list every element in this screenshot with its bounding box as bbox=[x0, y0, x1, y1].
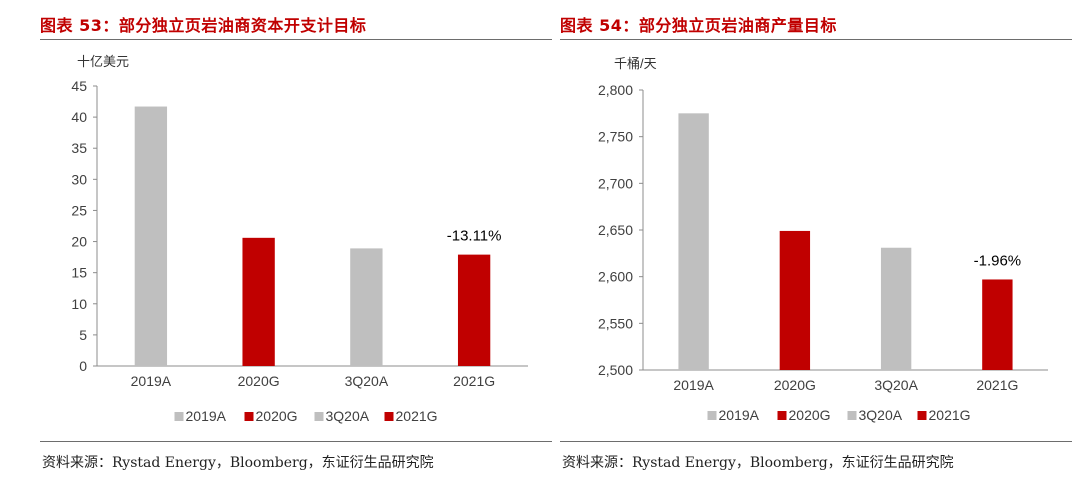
y-tick-label: 2,700 bbox=[598, 175, 633, 191]
bar-2019A bbox=[678, 113, 709, 370]
y-tick-label: 2,650 bbox=[598, 222, 633, 238]
capex-bar-chart: 十亿美元 0 5 10 15 20 25 30 35 40 45 2019A 2020G 3Q20A 202… bbox=[71, 54, 528, 424]
bar-2020G bbox=[242, 237, 275, 366]
title-divider bbox=[560, 39, 1072, 40]
y-tick-label: 2,750 bbox=[598, 129, 633, 145]
legend-swatch bbox=[314, 412, 324, 421]
legend-swatch bbox=[917, 411, 927, 420]
y-tick-label: 20 bbox=[71, 234, 87, 250]
y-tick-label: 2,500 bbox=[598, 362, 633, 378]
y-tick-label: 2,600 bbox=[598, 269, 633, 285]
legend-label: 2020G bbox=[256, 408, 298, 424]
change-annotation: -13.11% bbox=[447, 228, 502, 245]
bar-2020G bbox=[779, 230, 811, 370]
y-tick-label: 10 bbox=[71, 296, 87, 312]
y-tick-label: 5 bbox=[79, 327, 87, 343]
source-divider bbox=[40, 441, 552, 442]
change-annotation: -1.96% bbox=[974, 252, 1022, 269]
legend-label: 2020G bbox=[789, 407, 831, 423]
x-tick-label: 3Q20A bbox=[345, 373, 389, 389]
x-tick-label: 2019A bbox=[673, 377, 714, 393]
y-tick-label: 45 bbox=[71, 78, 87, 94]
y-tick-label: 2,800 bbox=[598, 82, 633, 98]
source-divider bbox=[560, 441, 1072, 442]
source-note: 资料来源：Rystad Energy，Bloomberg，东证衍生品研究院 bbox=[42, 455, 434, 471]
title-divider bbox=[40, 39, 552, 40]
production-bar-chart: 千桶/天 2,500 2,550 2,600 2,650 2,700 2,750 2,800 2… bbox=[598, 56, 1048, 423]
chart-panel-capex: 图表 53：部分独立页岩油商资本开支计目标 十亿美元 0 5 10 15 20 25 30 35… bbox=[40, 0, 552, 493]
legend-label: 2021G bbox=[396, 408, 438, 424]
y-tick-label: 35 bbox=[71, 140, 87, 156]
chart-title: 图表 54：部分独立页岩油商产量目标 bbox=[560, 16, 837, 35]
y-tick-label: 15 bbox=[71, 265, 87, 281]
legend-label: 3Q20A bbox=[326, 408, 370, 424]
x-tick-label: 2020G bbox=[238, 373, 280, 389]
x-tick-label: 3Q20A bbox=[874, 377, 918, 393]
y-tick-label: 2,550 bbox=[598, 315, 633, 331]
bar-2021G bbox=[982, 279, 1013, 370]
y-tick-label: 40 bbox=[71, 109, 87, 125]
legend-swatch bbox=[847, 411, 857, 420]
x-tick-label: 2021G bbox=[453, 373, 495, 389]
legend-swatch bbox=[244, 412, 254, 421]
x-tick-label: 2021G bbox=[976, 377, 1018, 393]
y-tick-label: 0 bbox=[79, 358, 87, 374]
legend-label: 3Q20A bbox=[859, 407, 903, 423]
bar-2021G bbox=[457, 254, 491, 366]
chart-title: 图表 53：部分独立页岩油商资本开支计目标 bbox=[40, 16, 367, 35]
legend-label: 2021G bbox=[929, 407, 971, 423]
legend-swatch bbox=[174, 412, 184, 421]
y-tick-label: 30 bbox=[71, 171, 87, 187]
bar-3Q20A bbox=[350, 248, 383, 366]
x-tick-label: 2020G bbox=[774, 377, 816, 393]
source-note: 资料来源：Rystad Energy，Bloomberg，东证衍生品研究院 bbox=[562, 455, 954, 471]
y-axis-unit-label: 千桶/天 bbox=[614, 56, 657, 71]
legend-swatch bbox=[384, 412, 394, 421]
legend-label: 2019A bbox=[719, 407, 760, 423]
legend-swatch bbox=[707, 411, 717, 420]
y-tick-label: 25 bbox=[71, 202, 87, 218]
legend-label: 2019A bbox=[186, 408, 227, 424]
y-axis-unit-label: 十亿美元 bbox=[77, 54, 129, 69]
bar-2019A bbox=[134, 106, 168, 367]
x-tick-label: 2019A bbox=[131, 373, 172, 389]
bar-3Q20A bbox=[880, 247, 912, 370]
chart-panel-production: 图表 54：部分独立页岩油商产量目标 千桶/天 2,500 2,550 2,600 2,… bbox=[560, 0, 1072, 493]
legend-swatch bbox=[777, 411, 787, 420]
